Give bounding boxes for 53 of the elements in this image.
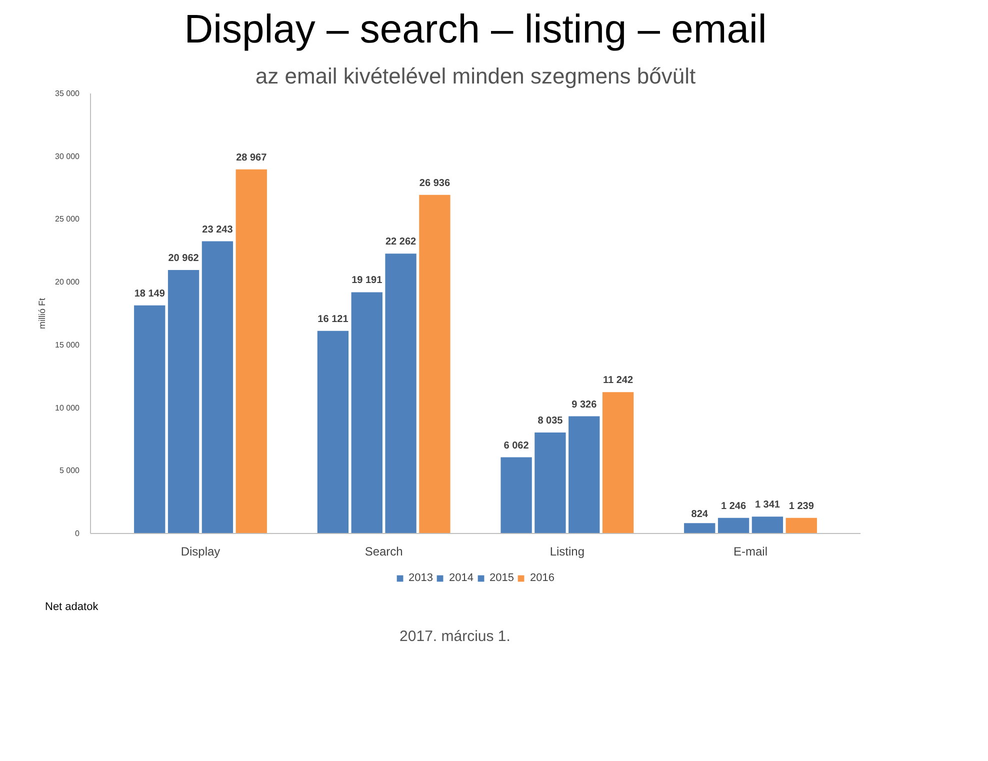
chart-subtitle: az email kivételével minden szegmens bővült — [255, 64, 696, 88]
bar — [602, 392, 634, 534]
bar — [317, 330, 349, 534]
y-tick-label: 15 000 — [55, 340, 80, 350]
data-label: 20 962 — [168, 252, 200, 264]
data-label: 9 326 — [572, 399, 598, 410]
legend-label: 2013 — [408, 572, 434, 584]
bar — [786, 518, 817, 534]
bar — [351, 292, 382, 534]
data-label: 28 967 — [236, 152, 268, 164]
y-tick-label: 5 000 — [59, 466, 80, 476]
text: 2017. március 1. — [400, 626, 510, 647]
y-tick-label: 35 000 — [55, 89, 80, 98]
bar — [500, 457, 532, 534]
data-label: 1 239 — [788, 500, 814, 512]
data-label: 18 149 — [134, 288, 166, 300]
bar — [718, 518, 750, 534]
data-label: 1 341 — [754, 500, 780, 511]
bar — [168, 270, 200, 534]
bar — [534, 432, 566, 534]
data-label: 19 191 — [352, 275, 383, 286]
y-tick-label: 20 000 — [55, 278, 80, 287]
legend-label: 2014 — [449, 572, 474, 584]
bar — [419, 194, 450, 534]
y-axis-title: millió Ft — [37, 298, 48, 329]
data-label: 1 246 — [721, 500, 746, 512]
legend-label: 2016 — [530, 572, 554, 584]
data-label: 11 242 — [603, 375, 634, 386]
y-tick-label: 10 000 — [55, 403, 80, 412]
data-label: 22 262 — [386, 236, 417, 248]
bar — [752, 516, 784, 534]
chart-title: Display – search – listing – email — [184, 8, 767, 52]
data-label: 6 062 — [504, 440, 530, 452]
y-tick-label: 30 000 — [55, 152, 80, 161]
y-tick-label: 0 — [75, 529, 80, 538]
bar — [236, 169, 267, 534]
bar — [568, 416, 600, 534]
x-tick-label: Search — [364, 544, 403, 558]
data-label: 824 — [691, 509, 708, 520]
legend-label: 2015 — [490, 572, 514, 584]
bar — [684, 523, 716, 534]
x-tick-label: Listing — [550, 544, 585, 558]
y-tick-label: 25 000 — [55, 214, 80, 224]
x-tick-label: Display — [180, 544, 220, 558]
data-label: 8 035 — [538, 415, 564, 426]
bar — [202, 241, 234, 534]
data-label: 23 243 — [202, 224, 234, 236]
bar — [134, 305, 166, 534]
data-label: 26 936 — [419, 178, 450, 189]
text: Net adatok — [45, 600, 98, 615]
bar — [385, 254, 416, 534]
data-label: 16 121 — [318, 314, 349, 325]
x-tick-label: E-mail — [734, 544, 768, 558]
